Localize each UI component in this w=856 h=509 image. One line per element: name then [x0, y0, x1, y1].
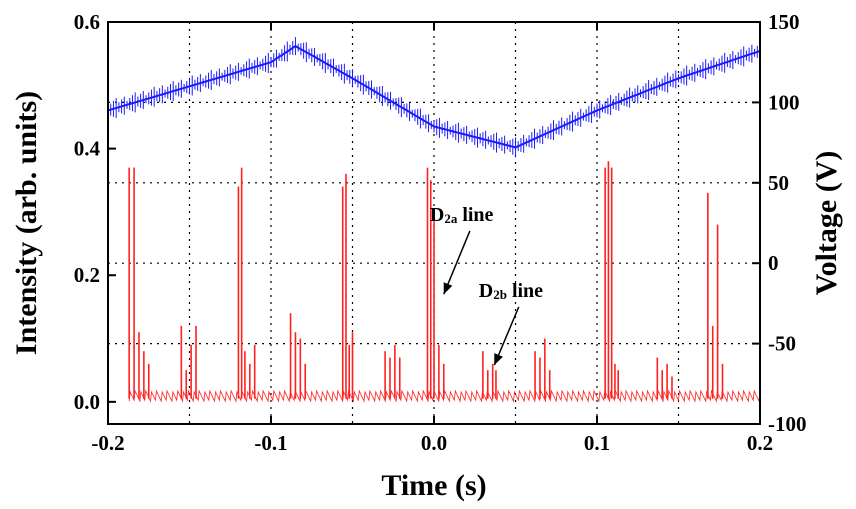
- y-tick-label: 0.2: [74, 263, 100, 287]
- annotation-layer: D2a line D2b line: [430, 204, 543, 366]
- y2-tick-label: -100: [768, 412, 807, 436]
- x-tick-label: -0.2: [91, 431, 124, 455]
- y2-tick-label: 100: [768, 90, 800, 114]
- voltage-series: [107, 37, 761, 158]
- annotation-label: D2a line: [430, 204, 494, 226]
- annotation-arrow-head: [443, 282, 453, 295]
- y-tick-label: 0.6: [74, 10, 100, 34]
- y2-tick-label: -50: [768, 332, 796, 356]
- x-tick-label: 0.2: [747, 431, 773, 455]
- intensity-baseline: [128, 389, 761, 403]
- x-axis-title: Time (s): [381, 469, 486, 502]
- y2-axis-title: Voltage (V): [810, 151, 843, 296]
- annotation-arrow-head: [494, 353, 503, 366]
- y2-tick-label: 150: [768, 10, 800, 34]
- y2-tick-label: 0: [768, 251, 779, 275]
- y-axis-title: Intensity (arb. units): [10, 91, 43, 355]
- y-tick-label: 0.0: [74, 390, 100, 414]
- tick-layer: -0.2 -0.1 0.0 0.1 0.2 0.0 0.2 0.4 0.6 -100 -50 0 50 1…: [74, 10, 807, 455]
- x-tick-label: -0.1: [254, 431, 287, 455]
- voltage-line: [107, 44, 761, 149]
- x-tick-label: 0.0: [421, 431, 447, 455]
- intensity-series: [128, 161, 761, 403]
- y-tick-label: 0.4: [74, 137, 101, 161]
- annotation-arrow-line: [443, 230, 471, 295]
- annotation-label: D2b line: [479, 280, 543, 302]
- x-tick-label: 0.1: [584, 431, 610, 455]
- y2-tick-label: 50: [768, 171, 789, 195]
